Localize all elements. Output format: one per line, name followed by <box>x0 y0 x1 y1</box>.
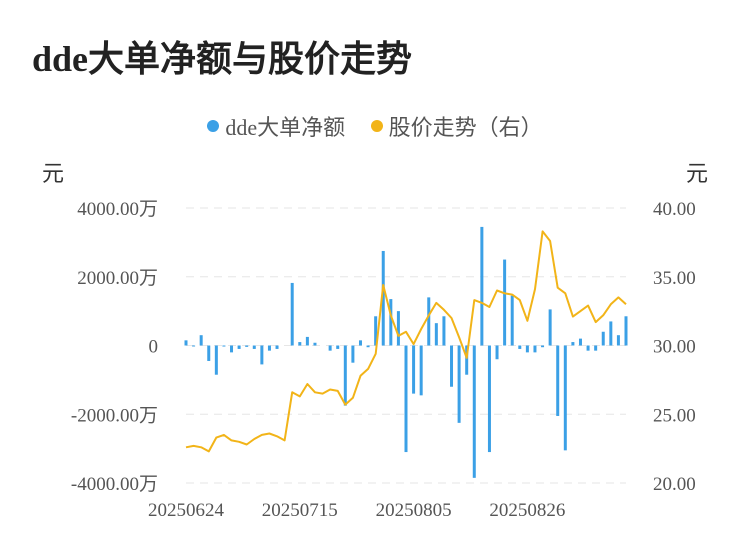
dde-bar <box>389 299 393 346</box>
dde-bar <box>275 345 279 349</box>
y-left-tick-label: 0 <box>149 337 159 358</box>
dde-bar <box>427 297 431 346</box>
dde-bar <box>578 338 582 346</box>
dde-bar <box>556 345 560 416</box>
dde-bar <box>465 345 469 375</box>
left-axis-unit: 元 <box>42 161 65 186</box>
dde-bar <box>571 342 575 346</box>
dde-bar <box>533 345 537 353</box>
legend-dot-price <box>370 120 383 132</box>
dde-bar <box>472 345 476 478</box>
dde-bar <box>252 345 256 349</box>
price-line <box>185 230 627 453</box>
dde-bar <box>237 345 241 349</box>
dde-bar <box>601 331 605 346</box>
y-left-tick-label: 4000.00万 <box>77 199 158 220</box>
dde-bar <box>199 335 203 346</box>
y-left-tick-label: 2000.00万 <box>77 268 158 289</box>
dde-bar <box>328 345 332 351</box>
dde-bar <box>313 342 317 346</box>
dde-bar <box>434 323 438 346</box>
dde-bar <box>343 345 347 406</box>
dde-bar <box>366 345 370 348</box>
dde-bar <box>419 345 423 396</box>
dde-bar <box>510 295 514 346</box>
dde-bar <box>563 345 567 451</box>
y-left-tick-label: -2000.00万 <box>71 405 158 426</box>
dde-bar <box>207 345 211 361</box>
dde-bar <box>548 309 552 346</box>
dde-bar <box>480 226 484 346</box>
dde-bar <box>442 316 446 346</box>
dde-bar <box>214 345 218 375</box>
legend-label-dde: dde大单净额 <box>225 115 346 140</box>
dde-bar <box>495 345 499 360</box>
legend-label-price: 股价走势（右） <box>388 115 543 140</box>
dde-bar <box>541 345 545 348</box>
y-right-tick-label: 25.00 <box>653 405 696 426</box>
dde-bar <box>222 345 226 347</box>
dde-bar <box>616 335 620 346</box>
dde-bar <box>396 311 400 346</box>
legend: dde大单净额 股价走势（右） <box>0 110 750 142</box>
chart-title: dde大单净额与股价走势 <box>32 39 413 79</box>
x-tick-label: 20250826 <box>489 500 565 521</box>
dde-bar <box>351 345 355 363</box>
dde-bar <box>609 321 613 346</box>
dde-bar <box>184 340 188 346</box>
dde-bar <box>412 345 416 394</box>
dde-bar <box>594 345 598 351</box>
dde-bar <box>230 345 234 353</box>
x-tick-label: 20250805 <box>376 500 452 521</box>
dde-bar <box>298 342 302 346</box>
y-right-tick-label: 30.00 <box>653 337 696 358</box>
dde-bar <box>381 250 385 346</box>
dde-bar <box>290 282 294 346</box>
dde-bar <box>487 345 491 453</box>
legend-item-dde[interactable]: dde大单净额 <box>207 110 345 142</box>
dde-bar <box>624 316 628 346</box>
dde-bar <box>374 316 378 346</box>
dde-bar <box>503 259 507 346</box>
y-right-tick-label: 40.00 <box>653 199 696 220</box>
dde-bar <box>267 345 271 351</box>
dde-bar <box>245 345 249 347</box>
y-right-tick-label: 20.00 <box>653 474 696 495</box>
x-tick-label: 20250624 <box>148 500 225 521</box>
dde-bar <box>358 340 362 346</box>
dde-bar <box>260 345 264 365</box>
dde-bar <box>192 345 196 347</box>
dde-bar <box>404 345 408 453</box>
dde-bar <box>525 345 529 353</box>
dde-bar <box>457 345 461 423</box>
dde-bar <box>336 345 340 349</box>
y-left-tick-label: -4000.00万 <box>71 474 158 495</box>
dde-bar <box>586 345 590 351</box>
dde-bar <box>450 345 454 387</box>
dde-bar <box>518 345 522 349</box>
right-axis-unit: 元 <box>685 161 708 186</box>
legend-item-price[interactable]: 股价走势（右） <box>370 110 543 142</box>
y-right-tick-label: 35.00 <box>653 268 696 289</box>
legend-dot-dde <box>207 120 220 132</box>
dde-bar <box>305 336 309 346</box>
x-tick-label: 20250715 <box>262 500 338 521</box>
